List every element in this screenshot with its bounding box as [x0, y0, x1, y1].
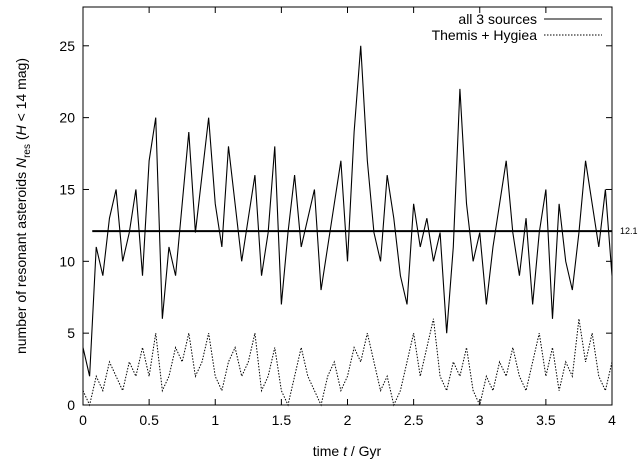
x-tick-label: 1.5 — [272, 412, 292, 428]
x-tick-label: 0 — [79, 412, 87, 428]
x-axis-label: time t / Gyr — [313, 443, 382, 459]
y-tick-label: 20 — [59, 110, 75, 126]
y-tick-label: 10 — [59, 253, 75, 269]
x-label-part: t — [343, 443, 348, 459]
mean-label: 12.1 — [620, 226, 638, 236]
y-label-part: res — [22, 144, 33, 158]
plot-frame — [82, 6, 613, 406]
y-axis-label: number of resonant asteroids Nres (H < 1… — [13, 58, 33, 354]
x-tick-label: 4 — [608, 412, 616, 428]
y-tick-label: 5 — [67, 325, 75, 341]
series-line — [82, 318, 613, 407]
x-label-part: / Gyr — [347, 443, 382, 459]
x-tick-label: 1 — [211, 412, 219, 428]
y-label-part: H — [13, 124, 29, 135]
y-tick-label: 25 — [59, 38, 75, 54]
legend-label: Themis + Hygiea — [432, 27, 538, 43]
x-tick-label: 3.5 — [536, 412, 556, 428]
legend-label: all 3 sources — [458, 11, 537, 27]
series-line — [82, 45, 613, 377]
y-label-part: number of resonant asteroids — [13, 168, 29, 354]
y-label-part: ( — [13, 135, 29, 144]
y-label-part: < 14 mag) — [13, 58, 29, 125]
x-tick-label: 2.5 — [404, 412, 424, 428]
x-tick-label: 2 — [344, 412, 352, 428]
y-label-part: N — [13, 157, 29, 168]
x-label-part: time — [313, 443, 343, 459]
x-tick-label: 3 — [476, 412, 484, 428]
y-tick-label: 15 — [59, 181, 75, 197]
y-tick-label: 0 — [67, 397, 75, 413]
x-tick-label: 0.5 — [139, 412, 159, 428]
